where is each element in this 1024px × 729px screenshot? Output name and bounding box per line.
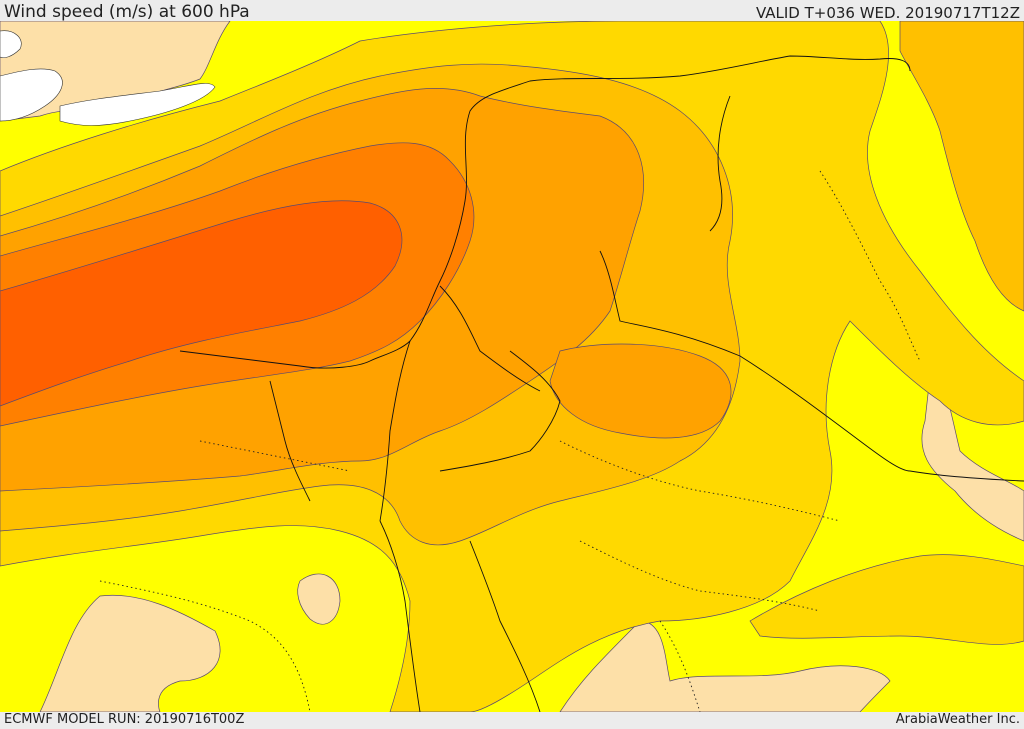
footer-bar: ECMWF MODEL RUN: 20190716T00Z ArabiaWeat…	[0, 712, 1024, 729]
band-orange-cell-east	[549, 343, 732, 439]
band-red-core	[0, 200, 403, 407]
map-title: Wind speed (m/s) at 600 hPa	[4, 2, 250, 22]
borders	[179, 55, 1024, 712]
band-tan-center	[297, 573, 341, 625]
band-tan-sw	[39, 594, 221, 712]
provider-credit: ArabiaWeather Inc.	[895, 712, 1020, 727]
white-area-nw3	[0, 30, 22, 59]
white-area-nw2	[59, 83, 216, 126]
wind-speed-map	[0, 21, 1024, 712]
model-run: ECMWF MODEL RUN: 20190716T00Z	[4, 712, 245, 727]
valid-time: VALID T+036 WED. 20190717T12Z	[755, 4, 1020, 22]
white-area-nw	[0, 68, 63, 122]
band-gold-se	[749, 554, 1024, 645]
band-tan-se	[559, 620, 891, 712]
internal-boundaries	[99, 170, 921, 712]
header-bar: Wind speed (m/s) at 600 hPa VALID T+036 …	[0, 0, 1024, 22]
band-amber-ne	[899, 21, 1024, 312]
map-svg	[0, 21, 1024, 712]
